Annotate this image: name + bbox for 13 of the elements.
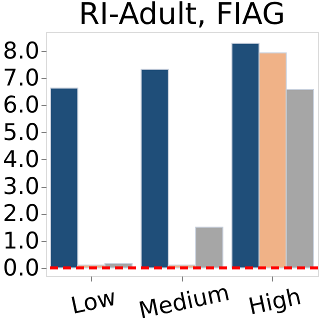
y-tick-label: 8.0	[2, 38, 40, 64]
y-tick-label: 1.0	[2, 228, 40, 254]
y-tick-label: 7.0	[2, 66, 40, 92]
y-tick-label: 3.0	[2, 174, 40, 200]
x-tick-label: Medium	[136, 280, 232, 325]
y-tick-label: 2.0	[2, 201, 40, 228]
y-tick-label: 6.0	[2, 92, 40, 119]
chart-title: RI-Adult, FIAG	[78, 0, 286, 32]
y-tick-label: 4.0	[2, 146, 40, 173]
y-tick-label: 5.0	[2, 120, 40, 146]
y-tick-label: 0.0	[2, 255, 40, 282]
x-tick-label: High	[246, 284, 304, 320]
x-tick-label: Low	[68, 284, 118, 320]
